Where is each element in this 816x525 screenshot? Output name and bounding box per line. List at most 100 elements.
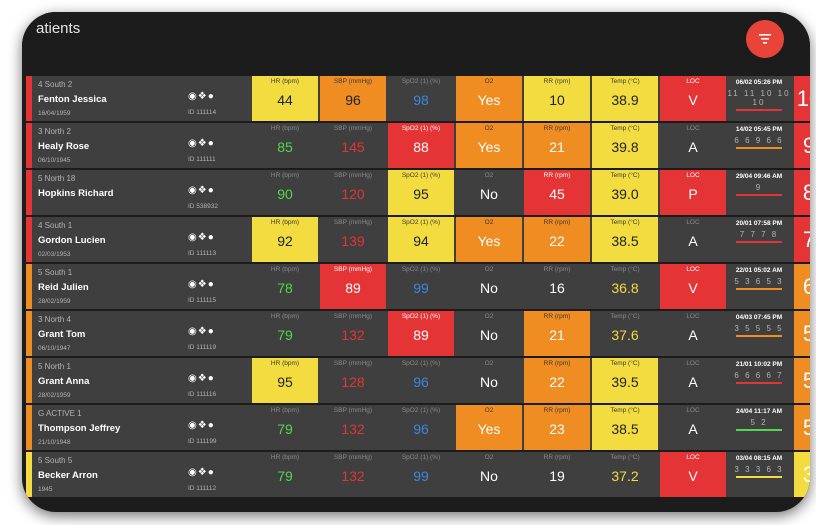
vital-sbp[interactable]: SBP (mmHg) 120 [320, 170, 386, 215]
patient-name[interactable]: Becker Arron [38, 470, 98, 481]
vital-spo2[interactable]: SpO2 (1) (%) 94 [388, 217, 454, 262]
patient-row[interactable]: 5 North 18 Hopkins Richard ◉❖● ID 538932… [26, 170, 810, 215]
ews-score[interactable]: 5 [794, 311, 810, 356]
vital-o2[interactable]: O2 No [456, 358, 522, 403]
vital-rr[interactable]: RR (rpm) 23 [524, 405, 590, 450]
ews-score[interactable]: 3 [794, 452, 810, 497]
patient-row[interactable]: 5 South 5 Becker Arron 1945 ◉❖● ID 11111… [26, 452, 810, 497]
vital-loc[interactable]: LOC A [660, 311, 726, 356]
vital-loc[interactable]: LOC V [660, 264, 726, 309]
vital-rr[interactable]: RR (rpm) 21 [524, 123, 590, 168]
vital-o2[interactable]: O2 Yes [456, 217, 522, 262]
vital-hr[interactable]: HR (bpm) 78 [252, 264, 318, 309]
ews-score[interactable]: 5 [794, 358, 810, 403]
vital-sbp[interactable]: SBP (mmHg) 132 [320, 452, 386, 497]
vital-sbp[interactable]: SBP (mmHg) 132 [320, 405, 386, 450]
vital-temp[interactable]: Temp (°C) 38.9 [592, 76, 658, 121]
patient-row[interactable]: 5 South 1 Reid Julien 28/02/1959 ◉❖● ID … [26, 264, 810, 309]
vital-spo2[interactable]: SpO2 (1) (%) 99 [388, 452, 454, 497]
filter-button[interactable] [746, 20, 784, 58]
vital-hr[interactable]: HR (bpm) 44 [252, 76, 318, 121]
patient-name[interactable]: Thompson Jeffrey [38, 423, 121, 434]
ward-label: 3 North 2 [38, 127, 71, 136]
vital-hr[interactable]: HR (bpm) 92 [252, 217, 318, 262]
patient-row[interactable]: 5 North 1 Grant Anna 28/02/1959 ◉❖● ID 1… [26, 358, 810, 403]
vital-hr[interactable]: HR (bpm) 79 [252, 405, 318, 450]
vital-o2[interactable]: O2 Yes [456, 405, 522, 450]
vital-temp[interactable]: Temp (°C) 36.8 [592, 264, 658, 309]
vital-spo2[interactable]: SpO2 (1) (%) 96 [388, 358, 454, 403]
patient-name[interactable]: Grant Tom [38, 329, 86, 340]
ews-score[interactable]: 8 [794, 170, 810, 215]
vital-loc[interactable]: LOC A [660, 217, 726, 262]
vital-spo2[interactable]: SpO2 (1) (%) 98 [388, 76, 454, 121]
patient-name[interactable]: Reid Julien [38, 282, 89, 293]
patient-row[interactable]: G ACTIVE 1 Thompson Jeffrey 21/10/1948 ◉… [26, 405, 810, 450]
vital-spo2[interactable]: SpO2 (1) (%) 89 [388, 311, 454, 356]
patient-name[interactable]: Grant Anna [38, 376, 90, 387]
vital-hr[interactable]: HR (bpm) 95 [252, 358, 318, 403]
vital-hr[interactable]: HR (bpm) 79 [252, 452, 318, 497]
vital-sbp[interactable]: SBP (mmHg) 145 [320, 123, 386, 168]
vital-loc[interactable]: LOC P [660, 170, 726, 215]
vital-hr[interactable]: HR (bpm) 79 [252, 311, 318, 356]
vital-label: O2 [484, 172, 494, 179]
vital-spo2[interactable]: SpO2 (1) (%) 95 [388, 170, 454, 215]
patient-row[interactable]: 4 South 2 Fenton Jessica 16/04/1959 ◉❖● … [26, 76, 810, 121]
ward-label: 4 South 1 [38, 221, 73, 230]
vital-loc[interactable]: LOC V [660, 452, 726, 497]
vital-temp[interactable]: Temp (°C) 39.5 [592, 358, 658, 403]
vital-o2[interactable]: O2 Yes [456, 76, 522, 121]
patient-name[interactable]: Healy Rose [38, 141, 90, 152]
patient-name[interactable]: Gordon Lucien [38, 235, 106, 246]
vital-o2[interactable]: O2 No [456, 170, 522, 215]
vital-spo2[interactable]: SpO2 (1) (%) 96 [388, 405, 454, 450]
vital-loc[interactable]: LOC A [660, 405, 726, 450]
vital-temp[interactable]: Temp (°C) 38.5 [592, 217, 658, 262]
vital-sbp[interactable]: SBP (mmHg) 132 [320, 311, 386, 356]
vital-rr[interactable]: RR (rpm) 19 [524, 452, 590, 497]
vital-sbp[interactable]: SBP (mmHg) 89 [320, 264, 386, 309]
vital-value: 90 [277, 186, 293, 202]
vital-loc[interactable]: LOC A [660, 123, 726, 168]
vital-rr[interactable]: RR (rpm) 45 [524, 170, 590, 215]
ews-score[interactable]: 6 [794, 264, 810, 309]
vital-spo2[interactable]: SpO2 (1) (%) 88 [388, 123, 454, 168]
vital-temp[interactable]: Temp (°C) 37.6 [592, 311, 658, 356]
vital-rr[interactable]: RR (rpm) 16 [524, 264, 590, 309]
vital-rr[interactable]: RR (rpm) 10 [524, 76, 590, 121]
ews-score[interactable]: 10 [794, 76, 810, 121]
patient-row[interactable]: 4 South 1 Gordon Lucien 02/03/1953 ◉❖● I… [26, 217, 810, 262]
vital-rr[interactable]: RR (rpm) 22 [524, 217, 590, 262]
vital-sbp[interactable]: SBP (mmHg) 96 [320, 76, 386, 121]
patient-name[interactable]: Hopkins Richard [38, 188, 114, 199]
patient-row[interactable]: 3 North 2 Healy Rose 06/10/1945 ◉❖● ID 1… [26, 123, 810, 168]
trend-underline [736, 147, 782, 149]
patient-row[interactable]: 3 North 4 Grant Tom 06/10/1947 ◉❖● ID 11… [26, 311, 810, 356]
patient-name[interactable]: Fenton Jessica [38, 94, 107, 105]
vital-temp[interactable]: Temp (°C) 39.8 [592, 123, 658, 168]
vital-loc[interactable]: LOC V [660, 76, 726, 121]
vital-hr[interactable]: HR (bpm) 90 [252, 170, 318, 215]
vital-spo2[interactable]: SpO2 (1) (%) 99 [388, 264, 454, 309]
vital-value: Yes [477, 139, 501, 155]
vital-sbp[interactable]: SBP (mmHg) 139 [320, 217, 386, 262]
lungs-icon: ❖ [197, 138, 208, 149]
obs-datetime: 22/01 05:02 AM [735, 267, 783, 274]
vital-sbp[interactable]: SBP (mmHg) 128 [320, 358, 386, 403]
vital-label: SBP (mmHg) [333, 454, 373, 461]
vital-temp[interactable]: Temp (°C) 38.5 [592, 405, 658, 450]
vital-o2[interactable]: O2 No [456, 311, 522, 356]
ews-score[interactable]: 7 [794, 217, 810, 262]
vital-o2[interactable]: O2 Yes [456, 123, 522, 168]
vital-o2[interactable]: O2 No [456, 452, 522, 497]
vital-loc[interactable]: LOC A [660, 358, 726, 403]
ews-score[interactable]: 5 [794, 405, 810, 450]
vital-rr[interactable]: RR (rpm) 21 [524, 311, 590, 356]
vital-hr[interactable]: HR (bpm) 85 [252, 123, 318, 168]
vital-o2[interactable]: O2 No [456, 264, 522, 309]
vital-temp[interactable]: Temp (°C) 39.0 [592, 170, 658, 215]
vital-rr[interactable]: RR (rpm) 22 [524, 358, 590, 403]
vital-temp[interactable]: Temp (°C) 37.2 [592, 452, 658, 497]
ews-score[interactable]: 9 [794, 123, 810, 168]
